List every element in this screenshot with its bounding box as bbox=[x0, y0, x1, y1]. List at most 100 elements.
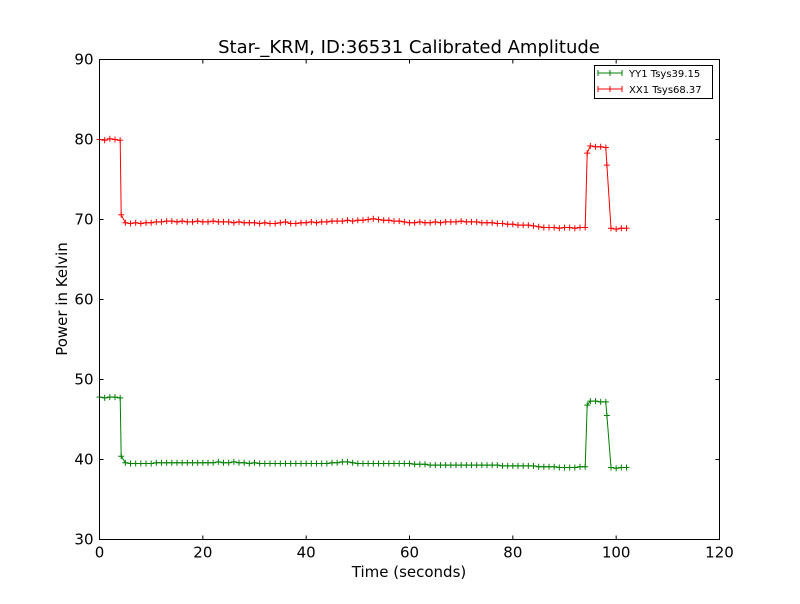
data-point bbox=[318, 460, 325, 467]
data-point bbox=[354, 460, 361, 467]
data-point bbox=[199, 459, 206, 466]
data-point bbox=[261, 460, 268, 467]
x-axis-label: Time (seconds) bbox=[351, 563, 467, 581]
data-point bbox=[189, 218, 196, 225]
data-point bbox=[267, 460, 273, 467]
data-point bbox=[261, 219, 268, 226]
data-point bbox=[473, 218, 480, 225]
data-point bbox=[504, 221, 511, 228]
data-point bbox=[118, 453, 125, 460]
data-point bbox=[556, 225, 563, 232]
data-point bbox=[163, 218, 170, 225]
data-point bbox=[163, 459, 170, 466]
data-point bbox=[277, 460, 284, 467]
y-tick-label: 30 bbox=[74, 531, 93, 549]
data-point bbox=[256, 220, 263, 227]
data-point bbox=[112, 136, 118, 143]
data-point bbox=[540, 463, 547, 470]
data-point bbox=[298, 460, 304, 467]
x-tick-label: 120 bbox=[705, 544, 734, 562]
data-point bbox=[122, 219, 129, 226]
data-point bbox=[117, 137, 124, 144]
data-point bbox=[603, 162, 610, 169]
data-point bbox=[468, 218, 475, 225]
data-point bbox=[174, 218, 180, 225]
x-tick-label: 60 bbox=[400, 544, 419, 562]
data-point bbox=[458, 218, 465, 225]
data-point bbox=[184, 459, 191, 466]
data-point bbox=[277, 219, 284, 226]
legend-label-yy1: YY1 Tsys39.15 bbox=[628, 69, 700, 80]
data-point bbox=[406, 219, 413, 226]
data-point bbox=[220, 218, 227, 225]
data-point bbox=[432, 218, 439, 225]
data-point bbox=[313, 460, 320, 467]
data-point bbox=[584, 150, 591, 157]
data-point bbox=[551, 224, 558, 231]
data-point bbox=[143, 460, 149, 467]
legend-marker bbox=[597, 70, 623, 76]
data-point bbox=[584, 402, 591, 409]
data-point bbox=[101, 137, 108, 144]
data-point bbox=[623, 225, 630, 232]
data-point bbox=[391, 460, 397, 467]
data-point bbox=[334, 218, 341, 225]
data-point bbox=[349, 218, 356, 225]
chart-title: Star-_KRM, ID:36531 Calibrated Amplitude bbox=[218, 37, 600, 58]
data-point bbox=[137, 220, 144, 227]
data-point bbox=[494, 462, 501, 469]
data-point bbox=[189, 459, 196, 466]
data-point bbox=[246, 460, 253, 467]
y-tick-label: 40 bbox=[74, 451, 93, 469]
data-point bbox=[551, 463, 558, 470]
data-point bbox=[339, 458, 346, 465]
data-point bbox=[323, 460, 330, 467]
data-point bbox=[484, 219, 490, 226]
data-point bbox=[520, 222, 527, 229]
x-tick-label: 80 bbox=[503, 544, 522, 562]
data-point bbox=[272, 460, 279, 467]
data-point bbox=[499, 462, 506, 469]
data-point bbox=[478, 219, 485, 226]
data-point bbox=[334, 459, 341, 466]
y-tick-label: 50 bbox=[74, 371, 93, 389]
axis-ticks: 0 20 40 60 80 100 120 30 40 50 60 70 80 90 bbox=[74, 51, 733, 562]
data-point bbox=[308, 460, 315, 467]
data-point bbox=[489, 219, 496, 226]
data-point bbox=[540, 224, 547, 231]
data-point bbox=[509, 462, 516, 469]
y-tick-label: 70 bbox=[74, 211, 93, 229]
data-point bbox=[106, 394, 113, 401]
data-point bbox=[210, 218, 217, 225]
data-point bbox=[587, 398, 594, 405]
data-point bbox=[437, 219, 444, 226]
data-point bbox=[225, 218, 232, 225]
data-point bbox=[220, 459, 227, 466]
data-point bbox=[458, 462, 465, 469]
data-point bbox=[515, 222, 521, 229]
data-point bbox=[360, 460, 366, 467]
data-point bbox=[313, 219, 320, 226]
data-point bbox=[318, 218, 325, 225]
data-point bbox=[391, 218, 397, 225]
data-point bbox=[468, 462, 475, 469]
data-point bbox=[463, 218, 470, 225]
data-point bbox=[205, 218, 211, 225]
data-point bbox=[251, 219, 258, 226]
data-point bbox=[158, 459, 165, 466]
data-point bbox=[117, 394, 124, 401]
data-point bbox=[153, 459, 160, 466]
data-point bbox=[587, 142, 594, 149]
data-point bbox=[453, 462, 459, 469]
data-point bbox=[592, 143, 599, 150]
data-point bbox=[241, 219, 248, 226]
data-point bbox=[354, 217, 361, 224]
data-point bbox=[339, 218, 346, 225]
series-1 bbox=[96, 135, 630, 233]
data-point bbox=[582, 463, 589, 470]
data-point bbox=[535, 463, 542, 470]
data-point bbox=[608, 464, 614, 471]
x-tick-label: 40 bbox=[297, 544, 316, 562]
data-point bbox=[210, 459, 217, 466]
data-point bbox=[143, 219, 149, 226]
